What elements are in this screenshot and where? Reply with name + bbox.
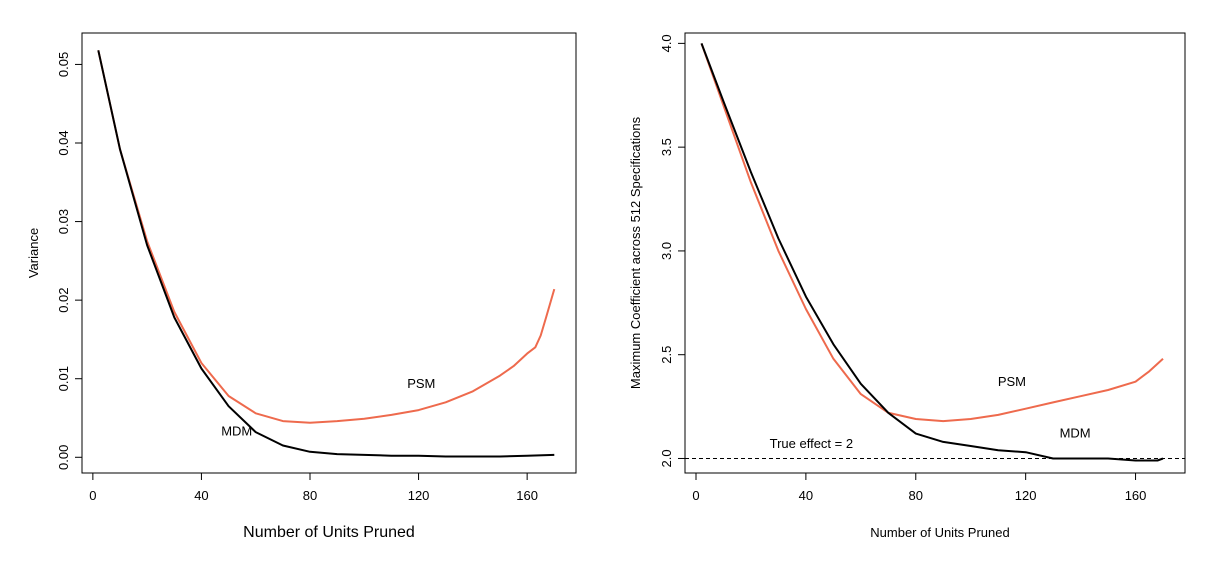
x-tick-label: 160 <box>1125 488 1147 503</box>
plot-box <box>81 32 577 474</box>
series-layer <box>97 50 556 458</box>
series-layer <box>700 43 1164 462</box>
x-axis-title: Number of Units Pruned <box>870 525 1009 540</box>
series-line-mdm <box>700 43 1164 462</box>
y-tick-label: 0.05 <box>56 52 71 77</box>
y-tick-label: 0.02 <box>56 287 71 312</box>
y-axis-title: Variance <box>26 228 41 278</box>
y-tick-label: 0.03 <box>56 209 71 234</box>
annotation: PSM <box>998 374 1026 389</box>
x-axis: 0 40 80 120 160 <box>692 473 1146 503</box>
annotation: MDM <box>221 423 252 438</box>
y-tick-label: 0.04 <box>56 130 71 155</box>
annotation: MDM <box>1060 426 1091 441</box>
y-axis-title: Maximum Coefficient across 512 Specifica… <box>628 116 643 389</box>
y-tick-label: 0.00 <box>56 445 71 470</box>
variance-chart: 0 40 80 120 160 0.00 0.01 0.02 0.03 0.04 0.05 PSM… <box>26 32 577 541</box>
max-coefficient-chart: 0 40 80 120 160 2.0 2.5 3.0 3.5 4.0 PSM MDM True e… <box>628 32 1186 540</box>
x-tick-label: 80 <box>303 488 317 503</box>
x-tick-label: 0 <box>692 488 699 503</box>
y-tick-label: 3.0 <box>659 242 674 260</box>
series-line-psm <box>700 43 1164 423</box>
y-tick-label: 4.0 <box>659 34 674 52</box>
x-tick-label: 120 <box>1015 488 1037 503</box>
series-line-mdm <box>97 50 555 458</box>
series-line-psm <box>97 50 556 424</box>
y-axis: 0.00 0.01 0.02 0.03 0.04 0.05 <box>56 52 82 470</box>
x-tick-label: 80 <box>909 488 923 503</box>
annotation-layer: PSM MDM <box>221 376 435 438</box>
y-tick-label: 0.01 <box>56 366 71 391</box>
x-axis-title: Number of Units Pruned <box>243 524 415 541</box>
x-axis: 0 40 80 120 160 <box>89 473 538 503</box>
x-tick-label: 120 <box>408 488 430 503</box>
x-tick-label: 40 <box>799 488 813 503</box>
x-tick-label: 0 <box>89 488 96 503</box>
annotation-layer: PSM MDM True effect = 2 <box>770 374 1091 451</box>
annotation: True effect = 2 <box>770 436 853 451</box>
annotation: PSM <box>407 376 435 391</box>
y-tick-label: 2.5 <box>659 346 674 364</box>
x-tick-label: 160 <box>516 488 538 503</box>
y-tick-label: 3.5 <box>659 138 674 156</box>
y-tick-label: 2.0 <box>659 449 674 467</box>
x-tick-label: 40 <box>194 488 208 503</box>
plot-box <box>684 32 1186 474</box>
y-axis: 2.0 2.5 3.0 3.5 4.0 <box>659 34 685 468</box>
